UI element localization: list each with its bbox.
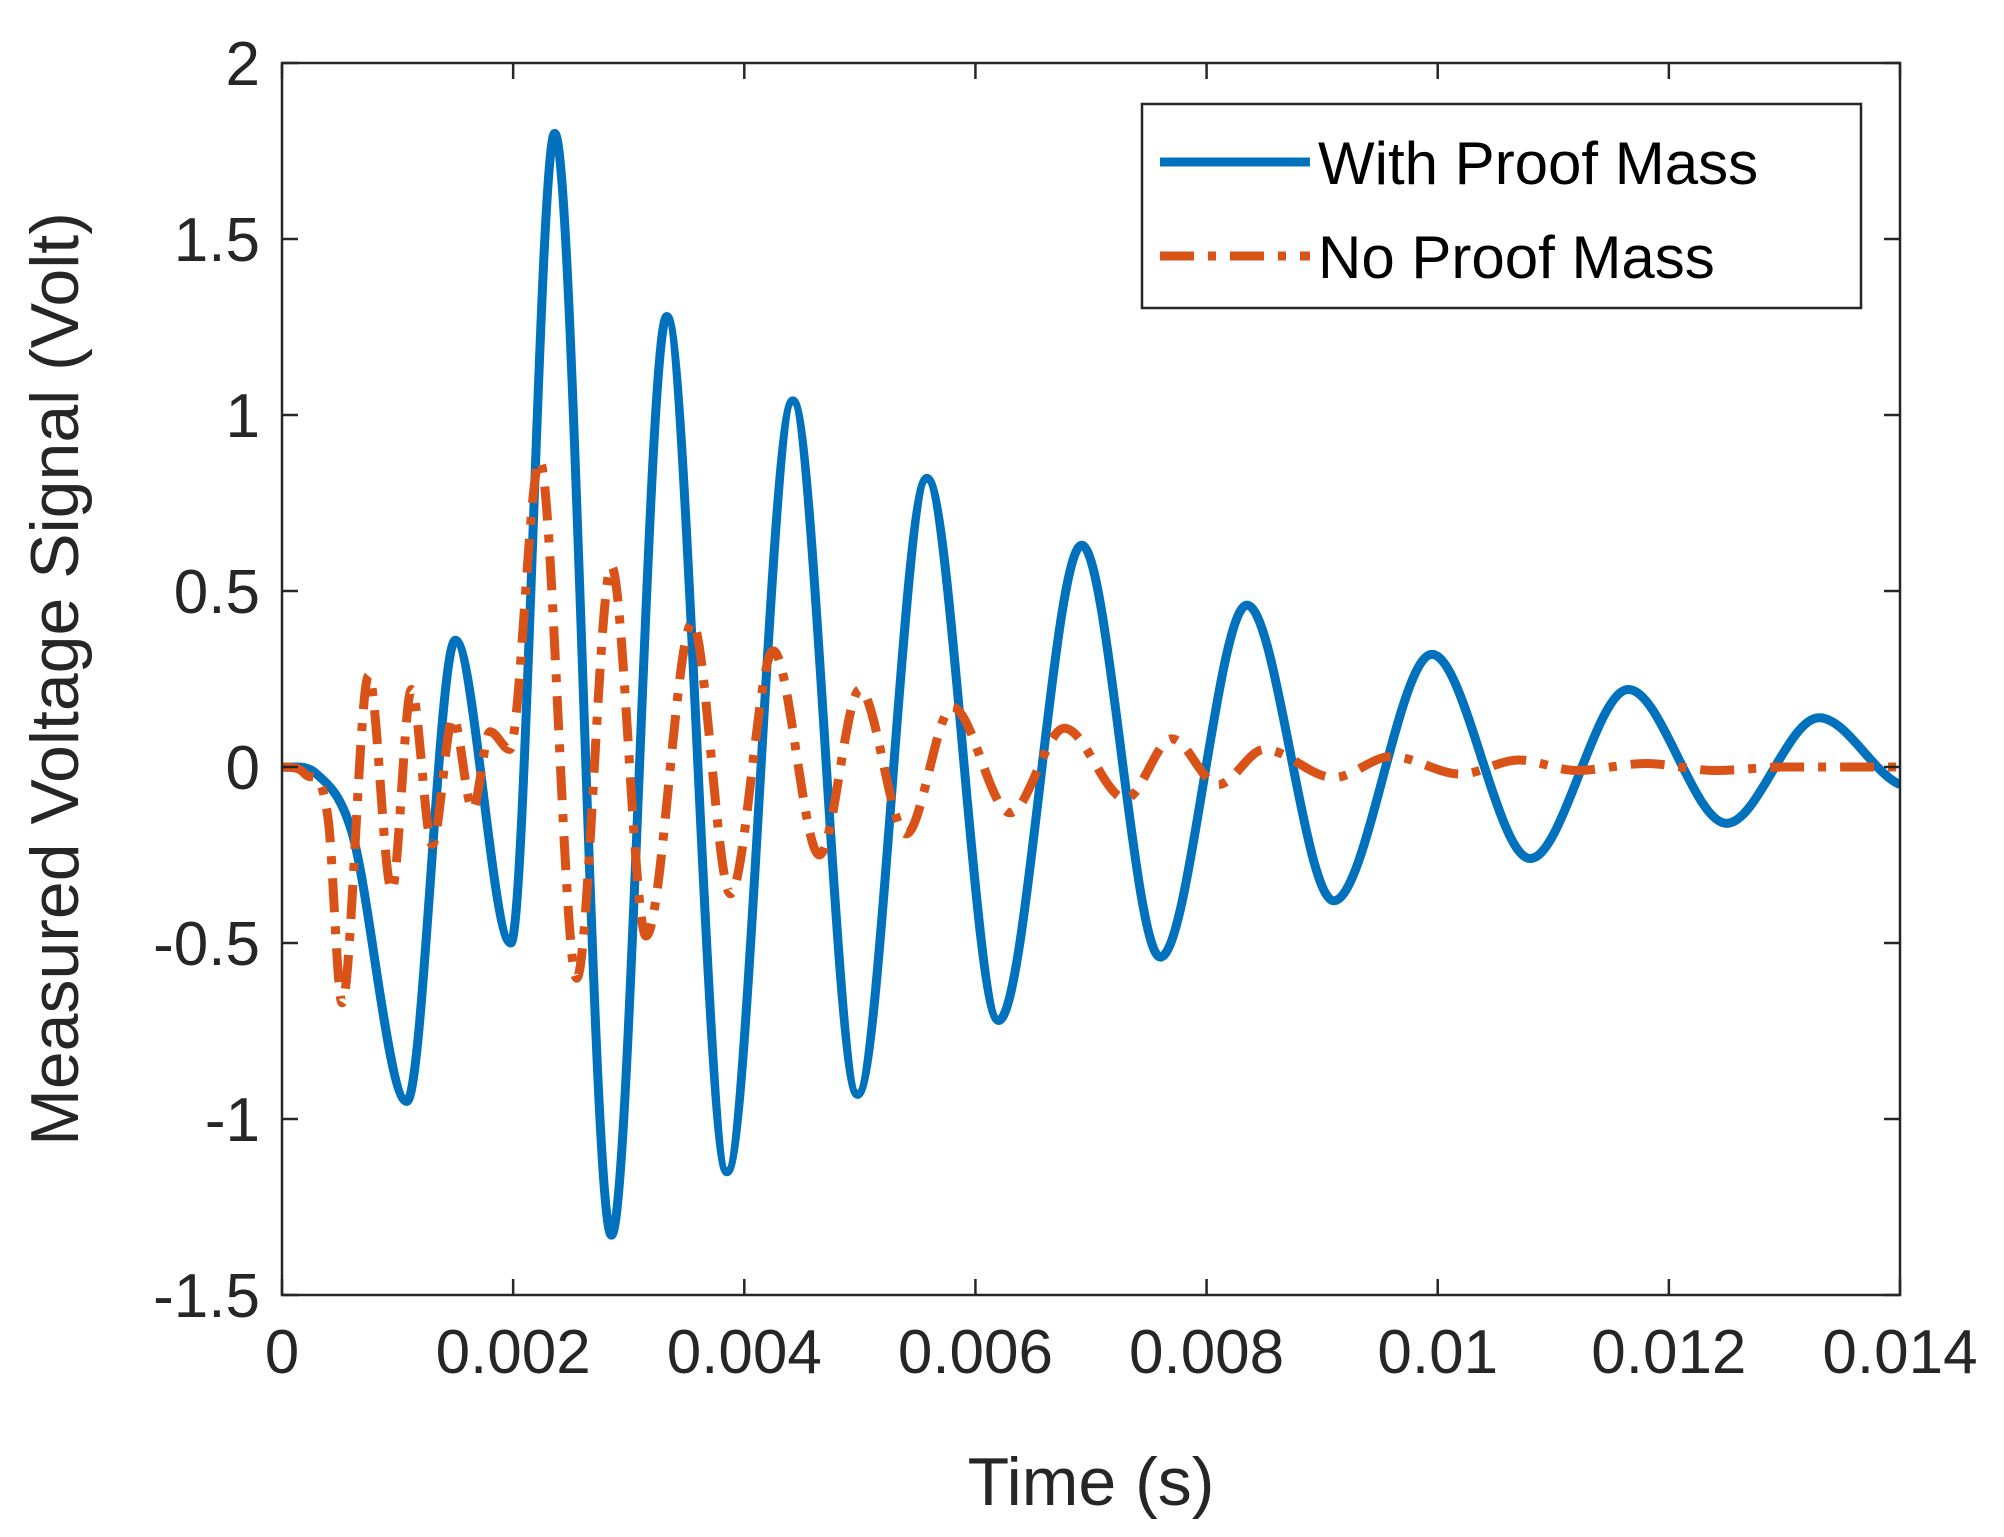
legend: With Proof Mass No Proof Mass	[1140, 102, 1863, 310]
y-axis-label: Measured Voltage Signal (Volt)	[17, 212, 93, 1146]
y-tick-label: -0.5	[153, 910, 260, 979]
x-tick-label: 0.008	[1129, 1318, 1284, 1387]
legend-label-no-proof-mass: No Proof Mass	[1318, 224, 1715, 291]
series-layer	[282, 128, 1900, 1240]
y-axis-ticks: -1.5 -1 -0.5 0 0.5 1 1.5 2	[153, 30, 1900, 1331]
legend-box	[1140, 102, 1863, 310]
y-tick-label: 0	[226, 734, 260, 803]
x-tick-label: 0	[265, 1318, 299, 1387]
x-tick-label: 0.002	[436, 1318, 591, 1387]
x-axis-ticks: 0 0.002 0.004 0.006 0.008 0.01 0.012 0.014	[265, 63, 1978, 1387]
y-tick-label: 2	[226, 30, 260, 99]
y-tick-label: -1.5	[153, 1262, 260, 1331]
y-tick-label: -1	[205, 1086, 260, 1155]
x-tick-label: 0.01	[1377, 1318, 1498, 1387]
x-tick-label: 0.004	[667, 1318, 822, 1387]
axes-box	[280, 61, 1902, 1297]
x-tick-label: 0.012	[1591, 1318, 1746, 1387]
x-tick-label: 0.014	[1822, 1318, 1977, 1387]
x-axis-label: Time (s)	[968, 1444, 1215, 1520]
y-tick-label: 1	[226, 382, 260, 451]
y-tick-label: 0.5	[174, 558, 260, 627]
x-tick-label: 0.006	[898, 1318, 1053, 1387]
y-tick-label: 1.5	[174, 206, 260, 275]
series-line-with-proof-mass	[282, 128, 1900, 1240]
series-line-no-proof-mass	[282, 456, 1900, 1008]
legend-label-with-proof-mass: With Proof Mass	[1318, 130, 1758, 197]
